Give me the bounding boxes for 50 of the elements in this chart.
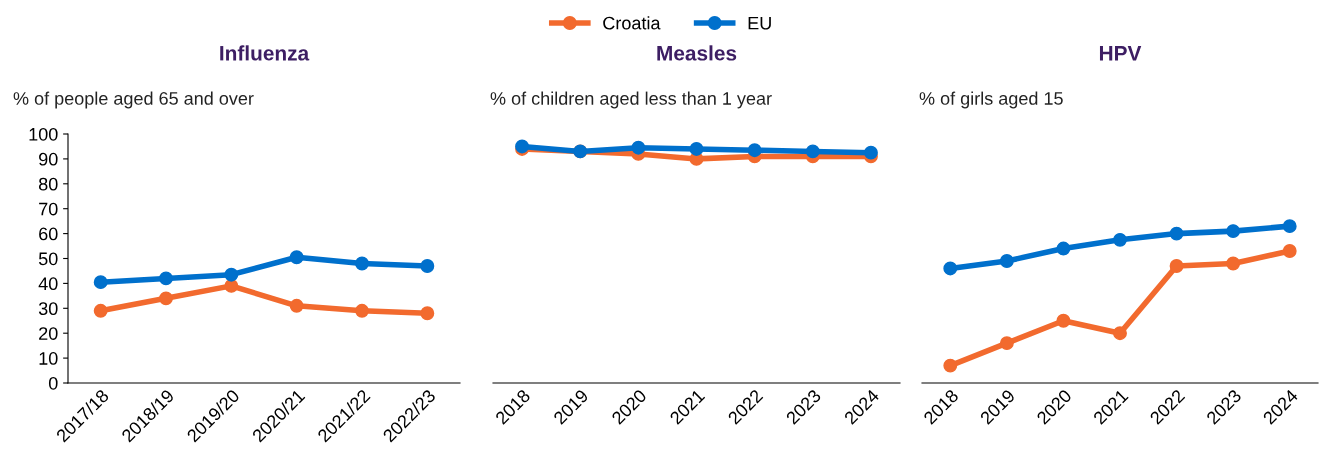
y-axis-title: % of children aged less than 1 year: [490, 91, 772, 109]
y-axis-title: % of people aged 65 and over: [13, 91, 254, 109]
y-tick-label: 20: [39, 327, 58, 340]
point: [1169, 259, 1184, 273]
point: [159, 271, 173, 286]
legend-label: EU: [748, 16, 771, 30]
point: [1056, 241, 1071, 256]
point: [943, 261, 958, 276]
point: [631, 140, 646, 155]
point: [747, 143, 762, 158]
point: [805, 144, 820, 159]
point: [999, 336, 1014, 351]
point: [863, 145, 878, 160]
y-tick-label: 90: [39, 152, 58, 166]
point: [1113, 326, 1127, 341]
chart-title: Measles: [657, 45, 737, 61]
point: [93, 303, 108, 318]
chart-title: HPV: [1099, 46, 1142, 61]
point: [93, 275, 108, 290]
y-tick-label: 70: [39, 202, 58, 216]
y-tick-label: 100: [29, 127, 58, 141]
point: [420, 259, 435, 273]
y-axis-title: % of girls aged 15: [919, 91, 1063, 109]
point: [224, 267, 239, 282]
point: [224, 278, 239, 293]
y-tick-label: 10: [39, 352, 58, 365]
point: [1056, 313, 1071, 328]
y-tick-label: 80: [38, 177, 58, 191]
point: [1282, 219, 1297, 234]
point: [289, 298, 304, 313]
point: [355, 303, 369, 318]
y-tick-label: 60: [39, 227, 58, 241]
point: [1226, 224, 1241, 239]
point: [1226, 256, 1241, 271]
chart-title: Influenza: [220, 45, 310, 61]
point: [289, 250, 304, 265]
point: [1113, 232, 1127, 247]
point: [943, 358, 958, 373]
y-tick-label: 0: [48, 376, 58, 390]
point: [999, 254, 1014, 268]
point: [159, 291, 173, 306]
point: [689, 141, 704, 156]
point: [355, 256, 369, 271]
y-tick-label: 30: [38, 302, 58, 316]
point: [420, 306, 435, 321]
legend-label: Croatia: [603, 16, 661, 30]
point: [1169, 226, 1184, 241]
y-tick-label: 50: [38, 252, 58, 266]
y-tick-label: 40: [38, 277, 58, 291]
point: [1282, 244, 1297, 258]
